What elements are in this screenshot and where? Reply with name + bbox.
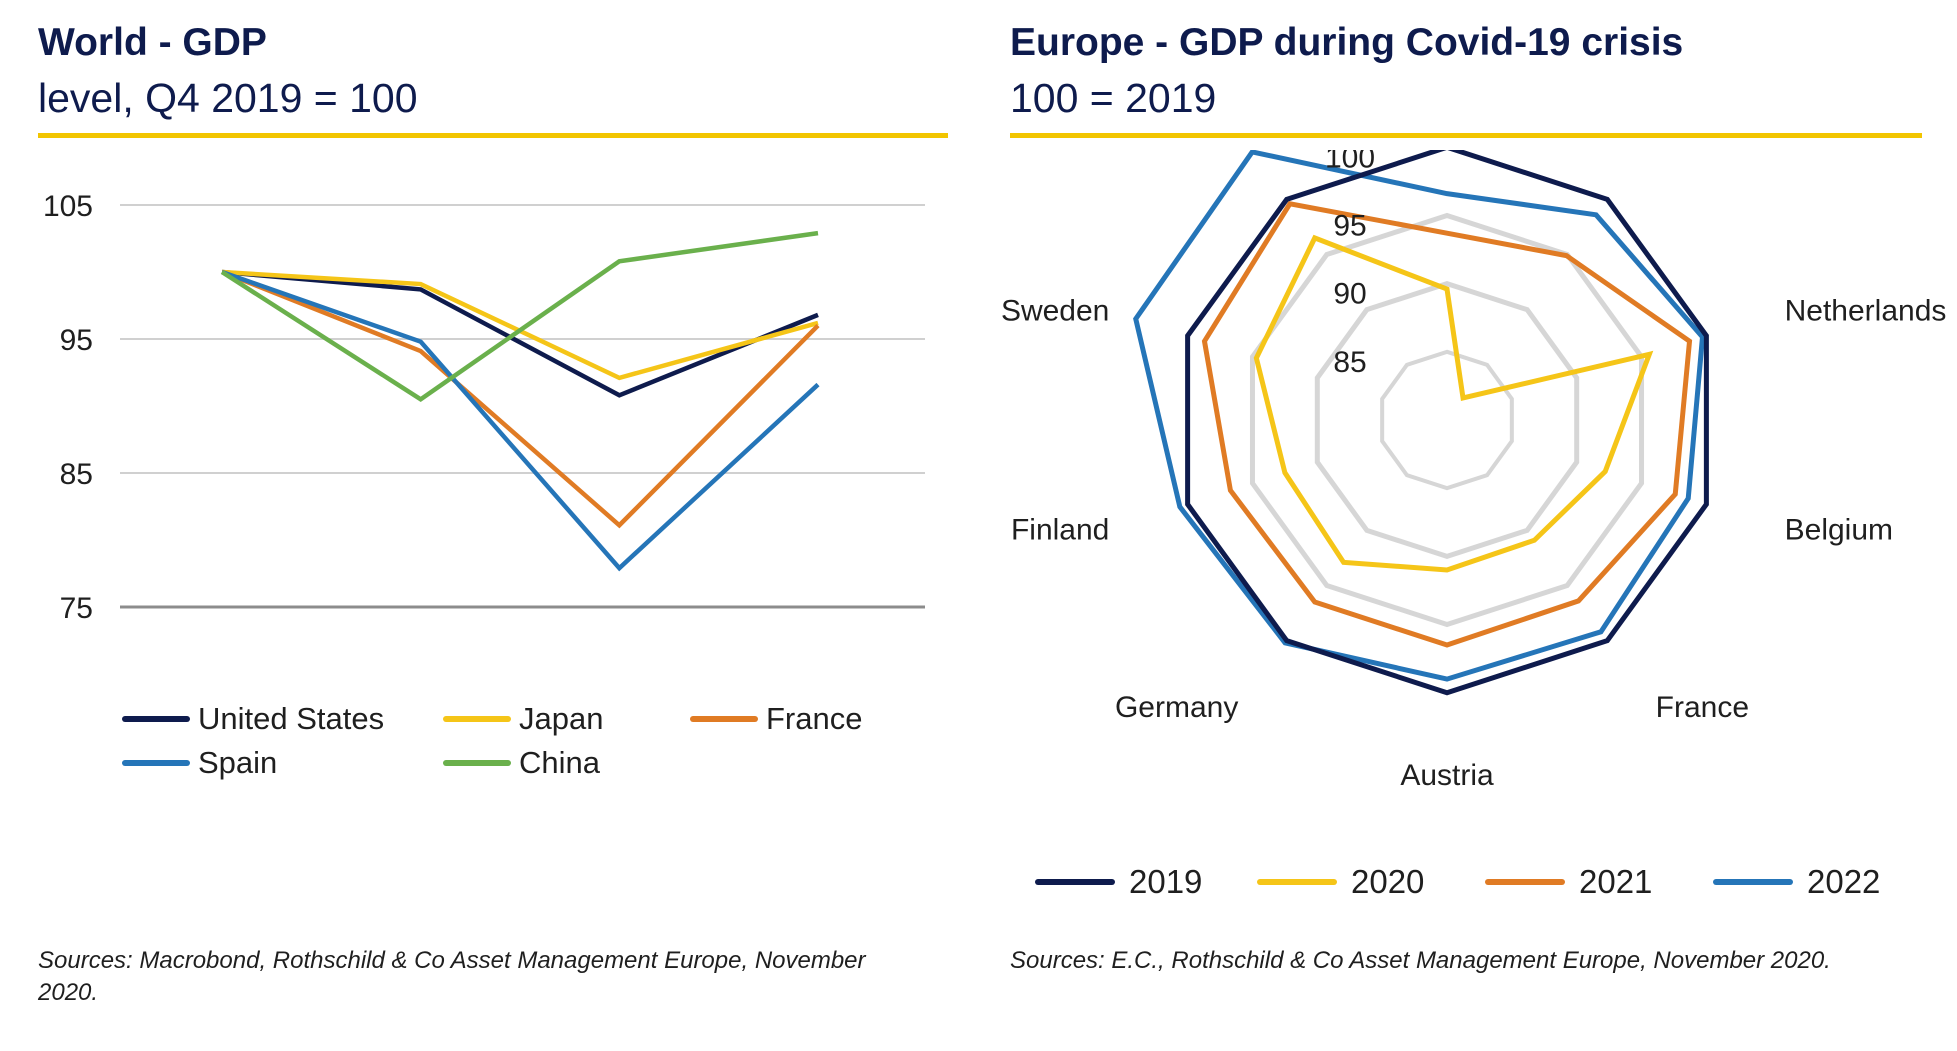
legend-item: United States [122, 701, 384, 737]
legend-item: France [690, 701, 862, 737]
legend-swatch [443, 716, 511, 722]
legend-label: China [519, 745, 600, 780]
world-gdp-line-chart: 758595105T4 2019T1 2020T2 2020T3 2020 [43, 190, 925, 625]
legend-swatch [1485, 879, 1565, 885]
title-rule [38, 133, 948, 138]
radar-series-2022 [1133, 150, 1706, 682]
legend-swatch [690, 716, 758, 722]
title-rule [1010, 133, 1922, 138]
legend-item: 2021 [1485, 863, 1652, 901]
legend-label: 2022 [1807, 863, 1881, 900]
series-line [220, 230, 819, 403]
legend-item: 2022 [1713, 863, 1880, 901]
y-tick-label: 75 [60, 592, 93, 625]
legend-swatch [122, 760, 190, 766]
legend-label: Spain [198, 745, 278, 780]
world-gdp-title: World - GDP [38, 21, 267, 64]
legend-label: 2019 [1129, 863, 1203, 900]
legend-swatch [1035, 879, 1115, 885]
legend-swatch [1257, 879, 1337, 885]
legend-item: 2020 [1257, 863, 1424, 901]
radar-series-2019 [1185, 150, 1709, 696]
europe-gdp-source: Sources: E.C., Rothschild & Co Asset Man… [1010, 947, 1831, 974]
legend-item: Spain [122, 745, 277, 781]
legend-swatch [1713, 879, 1793, 885]
radar-category-label: Netherlands [1785, 294, 1947, 327]
legend-swatch [443, 760, 511, 766]
y-tick-label: 95 [60, 324, 93, 357]
radar-series-2021 [1201, 200, 1693, 648]
radar-grid-ring [1314, 281, 1580, 559]
world-gdp-source: Sources: Macrobond, Rothschild & Co Asse… [38, 947, 866, 1006]
europe-gdp-panel: Europe - GDP during Covid-19 crisis 100 … [975, 0, 1957, 1051]
series-line [221, 269, 820, 572]
y-tick-label: 85 [60, 458, 93, 491]
legend-label: France [766, 701, 863, 736]
legend-item: Japan [443, 701, 603, 737]
legend-label: Japan [519, 701, 604, 736]
series-line [221, 269, 819, 398]
radar-category-label: Austria [1400, 759, 1494, 792]
radial-tick-label: 90 [1333, 278, 1366, 311]
radar-series-2020 [1253, 234, 1654, 573]
radial-tick-label: 95 [1333, 209, 1366, 242]
world-gdp-subtitle: level, Q4 2019 = 100 [38, 75, 418, 121]
legend-item: China [443, 745, 600, 781]
radar-grid-ring [1249, 212, 1645, 628]
legend-label: 2020 [1351, 863, 1425, 900]
europe-gdp-subtitle: 100 = 2019 [1010, 75, 1217, 121]
radial-tick-label: 85 [1333, 346, 1366, 379]
radar-category-label: France [1656, 691, 1749, 724]
radar-grid-ring [1380, 349, 1514, 491]
europe-gdp-radar-chart: 859095100ItalySpainNetherlandsBelgiumFra… [1001, 150, 1947, 792]
radar-category-label: Finland [1011, 514, 1109, 547]
series-line [221, 269, 819, 381]
radar-category-label: Germany [1115, 691, 1238, 724]
y-tick-label: 105 [43, 190, 93, 223]
radar-category-label: Sweden [1001, 294, 1109, 327]
legend-swatch [122, 716, 190, 722]
radar-category-label: Belgium [1785, 514, 1893, 547]
legend-label: 2021 [1579, 863, 1653, 900]
europe-gdp-title: Europe - GDP during Covid-19 crisis [1010, 21, 1684, 64]
series-line [221, 269, 820, 529]
legend-label: United States [198, 701, 385, 736]
radial-tick-label: 100 [1325, 150, 1375, 174]
legend-item: 2019 [1035, 863, 1202, 901]
world-gdp-panel: World - GDP level, Q4 2019 = 100 75 85 95 1… [0, 0, 975, 1051]
